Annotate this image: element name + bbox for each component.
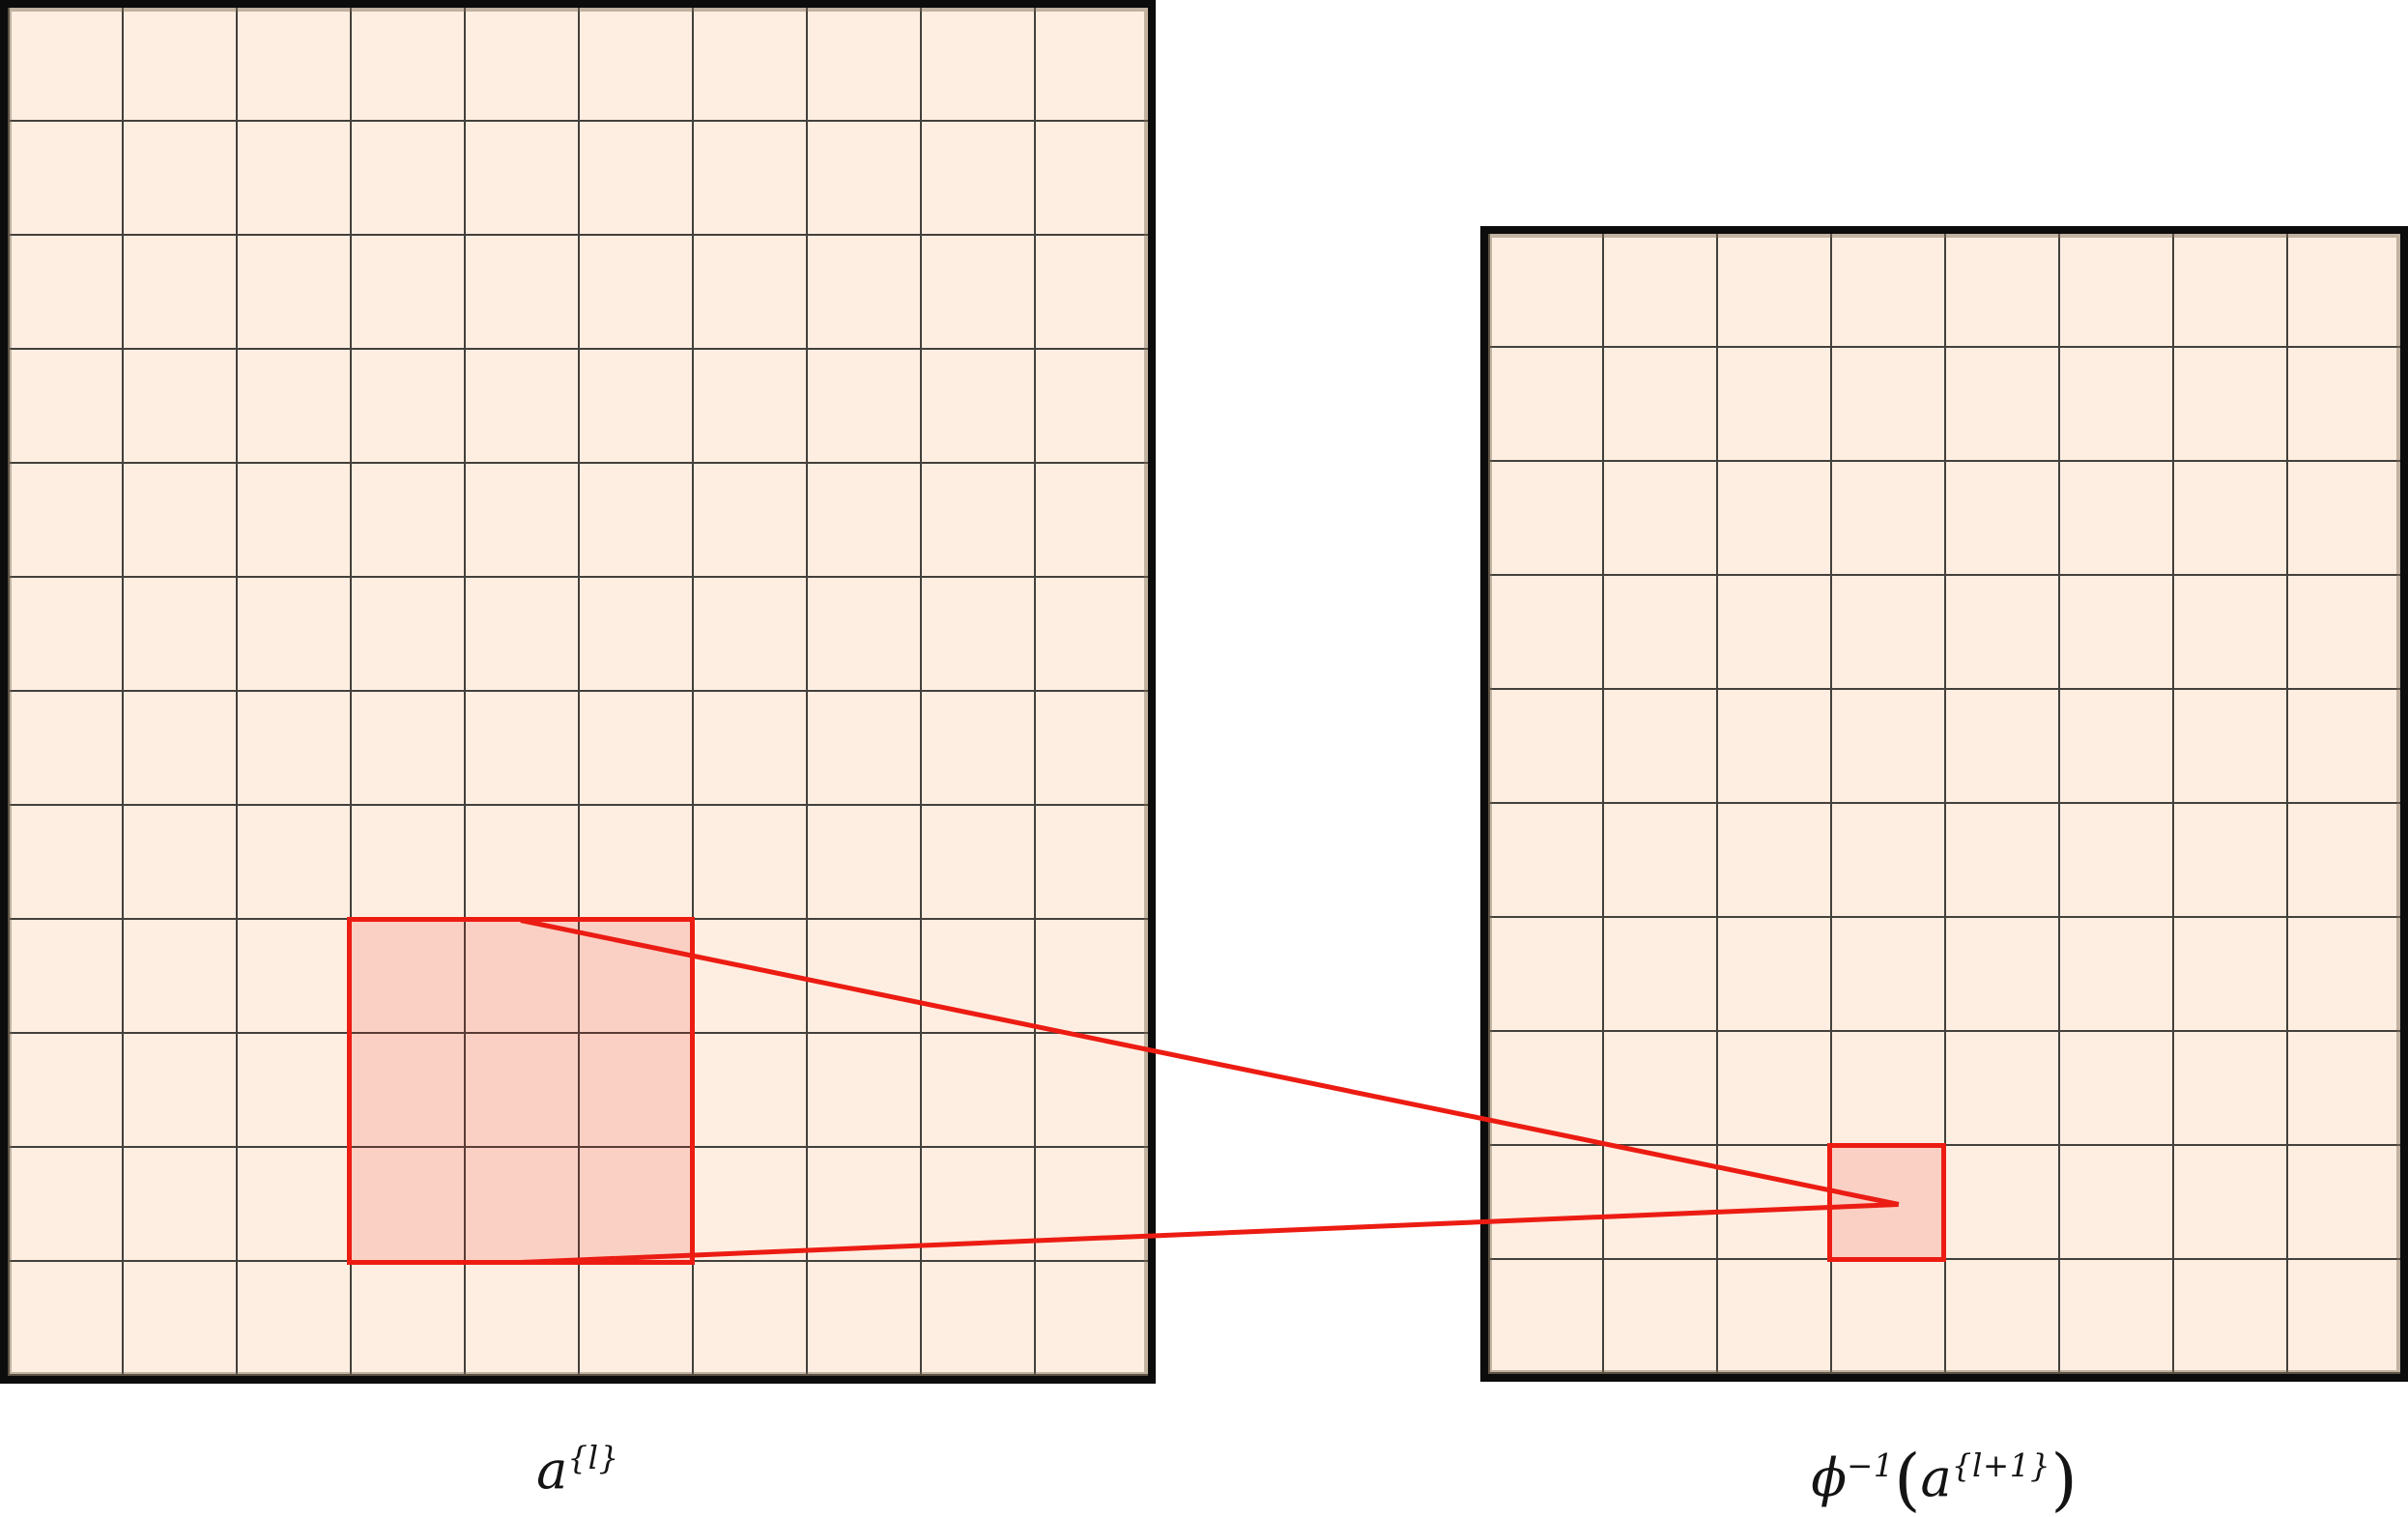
pooling-window-highlight	[347, 917, 695, 1265]
label-right-inner-superscript: {l+1}	[1951, 1446, 2051, 1484]
label-right-base: ϕ	[1811, 1446, 1848, 1508]
left-grid-math-label: a{l}	[0, 1440, 1156, 1501]
label-right-close-paren: )	[2050, 1440, 2078, 1517]
pooled-cell-highlight	[1827, 1143, 1946, 1262]
right-grid-math-label: ϕ−1(a{l+1})	[1480, 1440, 2408, 1517]
label-left-base: a	[536, 1440, 568, 1502]
activation-grid-right	[1480, 226, 2408, 1382]
label-left-superscript: {l}	[567, 1440, 619, 1476]
label-right-inner-base: a	[1920, 1446, 1952, 1508]
activation-grid-left	[0, 0, 1156, 1384]
label-right-superscript: −1	[1847, 1446, 1895, 1484]
label-right-open-paren: (	[1894, 1440, 1921, 1517]
